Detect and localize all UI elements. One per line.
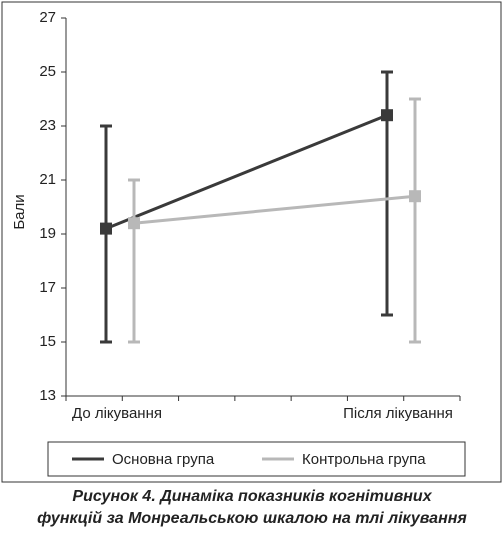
legend-label: Контрольна група — [302, 451, 426, 468]
y-axis-label: Бали — [11, 194, 28, 229]
series-line — [105, 113, 388, 230]
legend-label: Основна група — [112, 451, 215, 468]
y-tick-label: 19 — [39, 225, 56, 242]
y-tick-label: 17 — [39, 279, 56, 296]
caption: функцій за Монреальською шкалою на тлі л… — [37, 510, 467, 527]
frame — [1, 1, 502, 483]
error-bar — [381, 70, 393, 317]
y-tick-label: 13 — [39, 387, 56, 404]
point-marker — [100, 222, 112, 235]
error-bar — [128, 178, 140, 344]
y-tick-label: 27 — [39, 9, 56, 26]
legend-box — [47, 441, 466, 477]
point-marker — [409, 190, 421, 203]
caption: Рисунок 4. Динаміка показників когнітивн… — [72, 488, 432, 505]
y-tick-label: 15 — [39, 333, 56, 350]
error-bar — [409, 97, 421, 344]
y-tick-label: 21 — [39, 171, 56, 188]
x-tick-label: Після лікування — [343, 405, 453, 422]
x-tick-label: До лікування — [72, 405, 162, 422]
y-tick-label: 25 — [39, 63, 56, 80]
point-marker — [128, 217, 140, 230]
point-marker — [381, 109, 393, 122]
y-tick-label: 23 — [39, 117, 56, 134]
series-line — [133, 194, 416, 225]
